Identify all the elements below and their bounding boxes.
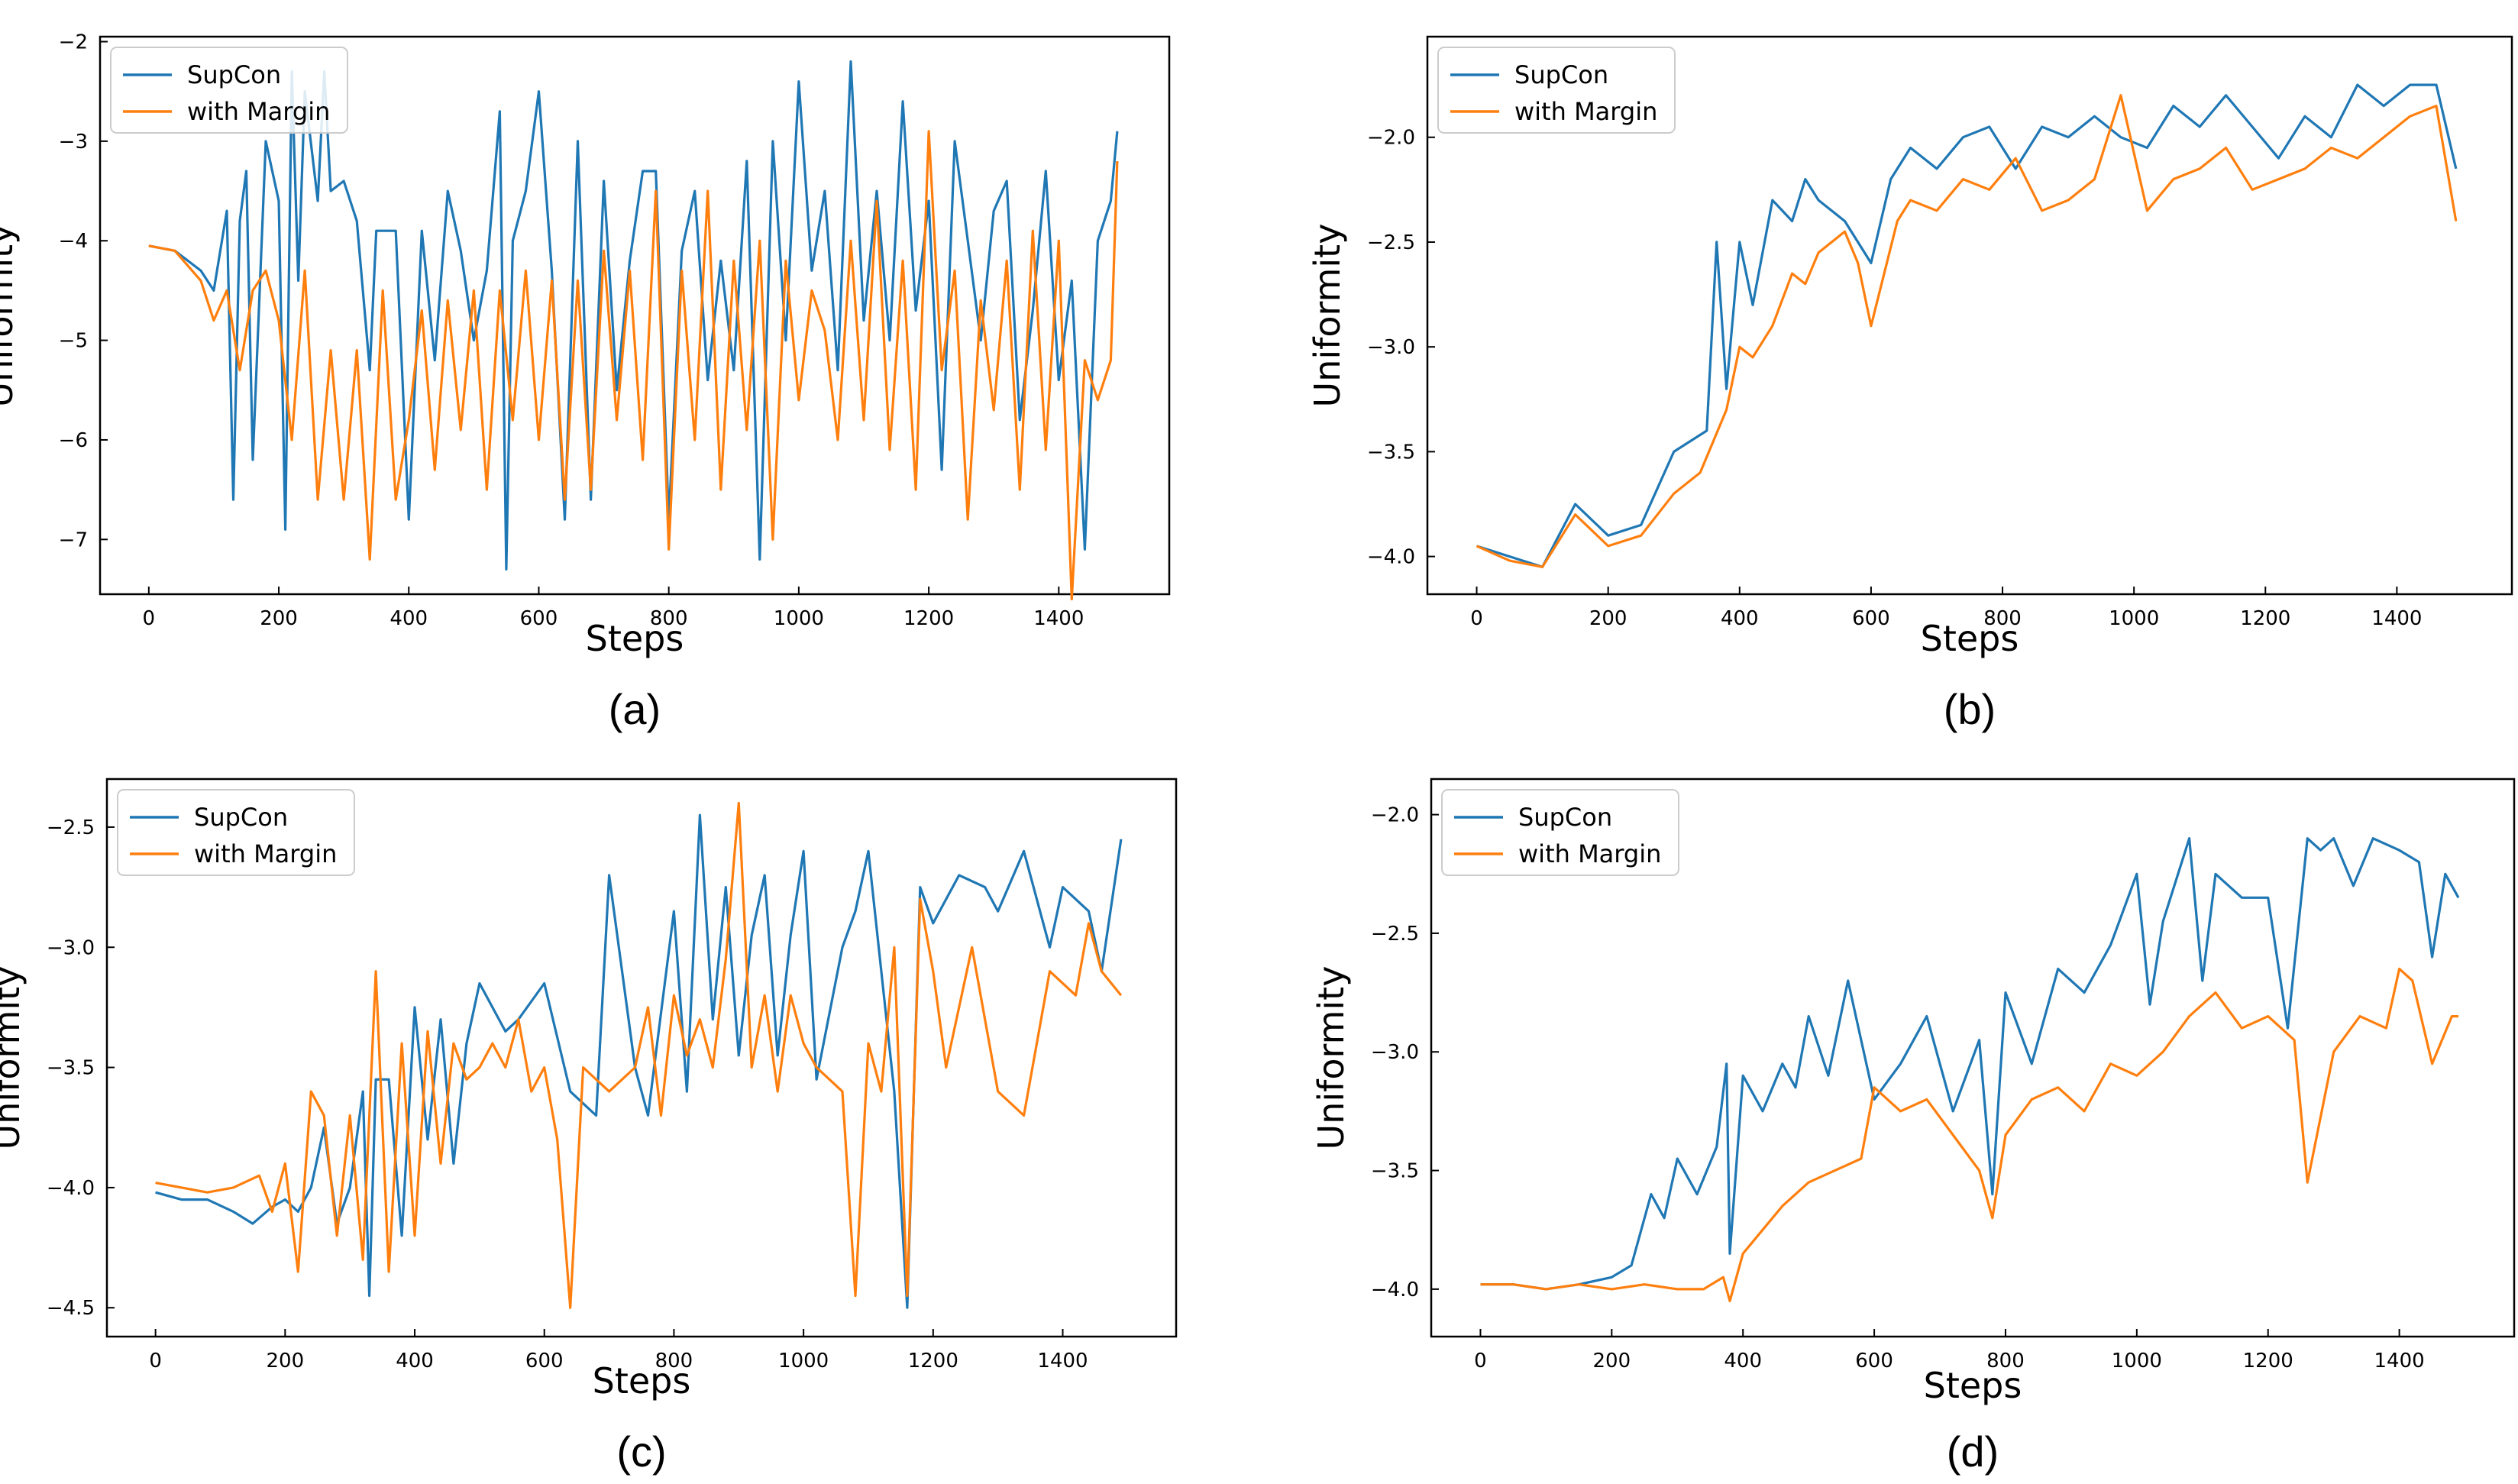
y-axis-title: Uniformity [0,224,21,408]
x-tick-label: 1000 [2112,1350,2162,1372]
chart-panel-1: 0 200 400 600 800 1000 1200 1400 −7 −6 −5 −4 −3 −2 Sup… [0,31,1171,733]
x-tick-label: 600 [520,607,558,630]
plot-frame [105,778,1178,1338]
x-axis-title: Steps [593,1360,691,1402]
x-tick-label: 200 [1589,607,1627,630]
legend-label-with-margin: with Margin [194,839,337,868]
series-line-supcon [1476,83,2458,568]
y-tick-label: −4.0 [47,1177,95,1200]
y-tick-label: −4.0 [1367,546,1415,569]
x-tick-label: 1000 [2109,607,2159,630]
x-tick-label: 1400 [2371,607,2422,630]
panel-caption: (a) [609,685,661,733]
x-tick-label: 800 [1983,607,2022,630]
y-tick-label: −2.5 [1371,923,1419,946]
x-tick-label: 800 [1986,1350,2025,1372]
series-line-with-margin [148,130,1119,601]
x-tick-label: 1200 [2243,1350,2293,1372]
legend-label-supcon: SupCon [1514,60,1608,89]
plot-frame [1430,778,2516,1338]
y-tick-label: −4 [59,230,88,253]
x-tick-label: 1200 [903,607,954,630]
y-tick-label: −2 [59,31,88,54]
x-tick-label: 0 [149,1350,162,1372]
x-axis-title: Steps [1921,618,2019,659]
x-tick-label: 600 [1855,1350,1893,1372]
x-tick-label: 1200 [2240,607,2290,630]
legend-label-with-margin: with Margin [1518,839,1661,868]
y-tick-label: −3.5 [1367,441,1415,464]
x-tick-label: 200 [267,1350,305,1372]
x-tick-label: 1200 [908,1350,958,1372]
legend-label-supcon: SupCon [194,803,288,832]
x-tick-label: 1000 [774,607,824,630]
x-tick-label: 1400 [1033,607,1084,630]
legend-label-with-margin: with Margin [1514,97,1657,126]
x-tick-label: 600 [525,1350,564,1372]
series-line-with-margin [1480,967,2458,1303]
y-tick-label: −3.0 [47,936,95,959]
y-tick-label: −6 [59,429,88,452]
panel-caption: (b) [1944,685,1996,733]
series-line-supcon [148,60,1119,571]
x-tick-label: 400 [389,607,428,630]
y-axis-title: Uniformity [1311,966,1352,1150]
x-tick-label: 800 [655,1350,693,1372]
y-axis-title: Uniformity [1307,224,1348,408]
y-tick-label: −2.5 [47,816,95,839]
series-line-supcon [1480,837,2460,1291]
chart-panel-2: 0 200 400 600 800 1000 1200 1400 −4.0 −3.5 −3.0 −2.… [1307,35,2513,733]
plot-frame [1426,35,2513,596]
y-tick-label: −3 [59,131,88,154]
x-tick-label: 400 [1721,607,1759,630]
x-tick-label: 400 [1724,1350,1762,1372]
y-tick-label: −4.0 [1371,1279,1419,1301]
legend-label-supcon: SupCon [1518,803,1612,832]
x-tick-label: 0 [143,607,156,630]
x-tick-label: 600 [1852,607,1890,630]
y-tick-label: −2.0 [1367,127,1415,150]
y-tick-label: −5 [59,330,88,353]
x-tick-label: 200 [260,607,298,630]
x-tick-label: 1400 [1037,1350,1088,1372]
plot-frame [99,35,1171,596]
chart-panel-3: 0 200 400 600 800 1000 1200 1400 −4.5 −4.0 −3.5 −3.… [0,778,1178,1476]
y-tick-label: −3.0 [1367,336,1415,359]
panel-caption: (c) [616,1427,666,1476]
panel-caption: (d) [1947,1427,1999,1476]
legend-label-with-margin: with Margin [187,97,330,126]
legend-label-supcon: SupCon [187,60,281,89]
chart-panel-4: 0 200 400 600 800 1000 1200 1400 −4.0 −3.5 −3.0 −2.… [1311,778,2516,1476]
series-line-with-margin [155,801,1123,1309]
x-tick-label: 1400 [2374,1350,2425,1372]
y-tick-label: −3.5 [1371,1160,1419,1183]
x-tick-label: 800 [650,607,688,630]
y-axis-title: Uniformity [0,966,27,1150]
y-tick-label: −3.5 [47,1057,95,1080]
y-tick-label: −2.0 [1371,804,1419,827]
x-tick-label: 400 [396,1350,434,1372]
y-tick-label: −7 [59,529,88,551]
x-tick-label: 0 [1470,607,1483,630]
x-axis-title: Steps [586,618,684,659]
y-tick-label: −4.5 [47,1297,95,1320]
x-tick-label: 1000 [778,1350,829,1372]
x-tick-label: 0 [1474,1350,1487,1372]
x-tick-label: 200 [1593,1350,1631,1372]
y-tick-label: −3.0 [1371,1041,1419,1064]
x-axis-title: Steps [1924,1365,2022,1406]
y-tick-label: −2.5 [1367,231,1415,254]
series-line-with-margin [1476,94,2458,568]
